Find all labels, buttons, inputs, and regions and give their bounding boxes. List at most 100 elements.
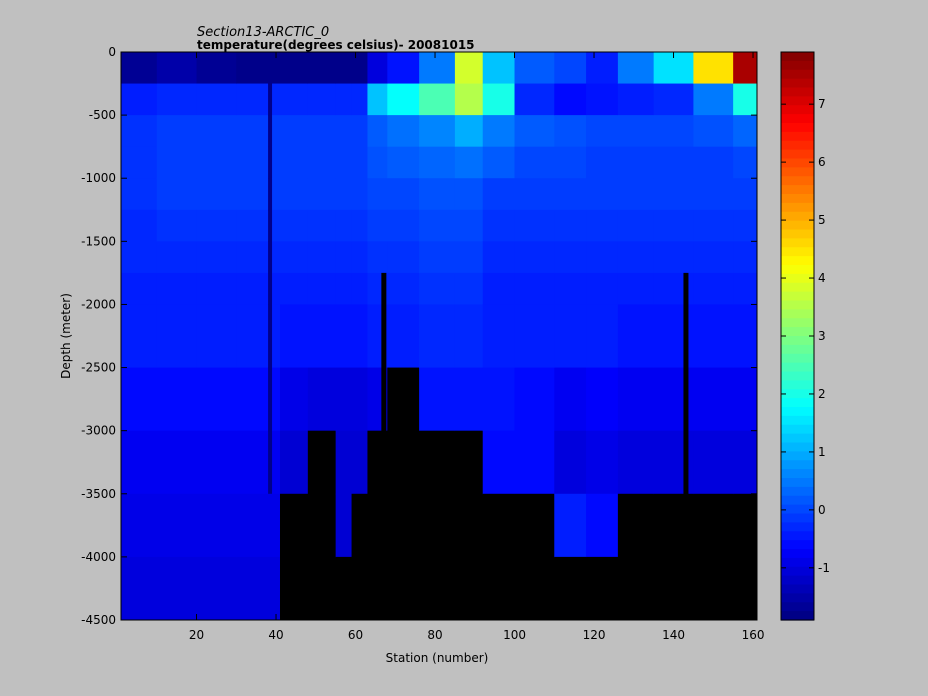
heatmap-cell xyxy=(335,178,353,211)
colorbar-tick-label: 7 xyxy=(818,97,826,111)
colorbar-step xyxy=(781,575,814,586)
colorbar-step xyxy=(781,211,814,222)
colorbar-step xyxy=(781,353,814,364)
heatmap-cell xyxy=(586,556,619,621)
colorbar-step xyxy=(781,238,814,248)
heatmap-cell xyxy=(733,304,758,369)
heatmap-cell xyxy=(335,52,353,85)
seafloor-mask xyxy=(381,272,689,620)
heatmap-cell xyxy=(335,493,353,558)
heatmap-cell xyxy=(454,146,484,179)
heatmap-cell xyxy=(280,272,309,305)
heatmap-cell xyxy=(121,367,158,432)
heatmap-cell xyxy=(335,556,353,621)
colorbar-tick-label: 6 xyxy=(818,155,826,169)
heatmap-cell xyxy=(280,556,309,621)
heatmap-cell xyxy=(121,52,158,85)
heatmap-cell xyxy=(280,83,309,116)
heatmap-cell xyxy=(733,241,758,274)
colorbar-step xyxy=(781,531,814,541)
colorbar-step xyxy=(781,87,814,97)
colorbar-step xyxy=(781,282,814,293)
heatmap-cell xyxy=(351,115,368,148)
colorbar-step xyxy=(781,60,814,71)
colorbar-step xyxy=(781,584,814,594)
heatmap-cell xyxy=(156,556,198,621)
colorbar-step xyxy=(781,265,814,275)
heatmap-cell xyxy=(272,52,281,85)
heatmap-cell xyxy=(586,272,619,305)
heatmap-cell xyxy=(280,209,309,242)
colorbar-step xyxy=(781,256,814,266)
heatmap-cell xyxy=(280,178,309,211)
heatmap-cell xyxy=(367,146,388,179)
heatmap-cell xyxy=(419,178,456,211)
colorbar-step xyxy=(781,105,814,115)
heatmap-cell xyxy=(554,115,587,148)
heatmap-cell xyxy=(280,367,309,432)
y-tick-label: -4500 xyxy=(81,613,116,627)
heatmap-cell xyxy=(482,178,516,211)
heatmap-cell xyxy=(335,367,353,432)
heatmap-cell xyxy=(617,83,655,116)
heatmap-cell xyxy=(454,115,484,148)
heatmap-cell xyxy=(482,493,516,558)
heatmap-cell xyxy=(196,178,237,211)
heatmap-cell xyxy=(454,52,484,85)
heatmap-cell xyxy=(586,146,619,179)
heatmap-cell xyxy=(454,241,484,274)
heatmap-cell xyxy=(387,146,420,179)
heatmap-cell xyxy=(617,241,655,274)
heatmap-cell xyxy=(367,209,388,242)
heatmap-cell xyxy=(121,209,158,242)
heatmap-cell xyxy=(733,556,758,621)
heatmap-cell xyxy=(351,493,368,558)
heatmap-cell xyxy=(156,83,198,116)
heatmap-cell xyxy=(121,83,158,116)
heatmap-cell xyxy=(236,115,269,148)
heatmap-cell xyxy=(121,430,158,495)
heatmap-cell xyxy=(693,304,734,369)
heatmap-cell xyxy=(653,178,694,211)
heatmap-cell xyxy=(733,209,758,242)
heatmap-cell xyxy=(307,430,337,495)
heatmap-cell xyxy=(335,241,353,274)
heatmap-cell xyxy=(617,556,655,621)
heatmap-cell xyxy=(236,493,269,558)
heatmap-cell xyxy=(236,272,269,305)
heatmap-cell xyxy=(272,367,281,432)
heatmap-cell xyxy=(693,83,734,116)
y-tick-label: -2000 xyxy=(81,297,116,311)
heatmap-cell xyxy=(335,115,353,148)
heatmap-cell xyxy=(586,83,619,116)
heatmap-cell xyxy=(268,430,273,495)
heatmap-cell xyxy=(419,556,456,621)
heatmap-cell xyxy=(617,493,655,558)
heatmap-cell xyxy=(514,146,555,179)
heatmap-cell xyxy=(307,209,337,242)
colorbar-step xyxy=(781,300,814,310)
heatmap-cell xyxy=(733,493,758,558)
heatmap-cell xyxy=(693,115,734,148)
colorbar-step xyxy=(781,424,814,435)
heatmap-cell xyxy=(196,272,237,305)
heatmap-cell xyxy=(121,146,158,179)
plot-frame xyxy=(120,51,758,621)
heatmap-cell xyxy=(236,430,269,495)
heatmap-cell xyxy=(272,272,281,305)
heatmap-cell xyxy=(387,430,420,495)
heatmap-cell xyxy=(121,115,158,148)
heatmap-cell xyxy=(272,241,281,274)
colorbar-step xyxy=(781,602,814,612)
heatmap-cell xyxy=(280,146,309,179)
heatmap-cell xyxy=(335,304,353,369)
heatmap-cell xyxy=(387,304,420,369)
heatmap-cell xyxy=(307,178,337,211)
heatmap-cell xyxy=(514,272,555,305)
x-tick-label: 120 xyxy=(583,628,606,642)
heatmap-cell xyxy=(733,178,758,211)
colorbar-step xyxy=(781,513,814,523)
colorbar-step xyxy=(781,469,814,479)
heatmap-cell xyxy=(554,178,587,211)
